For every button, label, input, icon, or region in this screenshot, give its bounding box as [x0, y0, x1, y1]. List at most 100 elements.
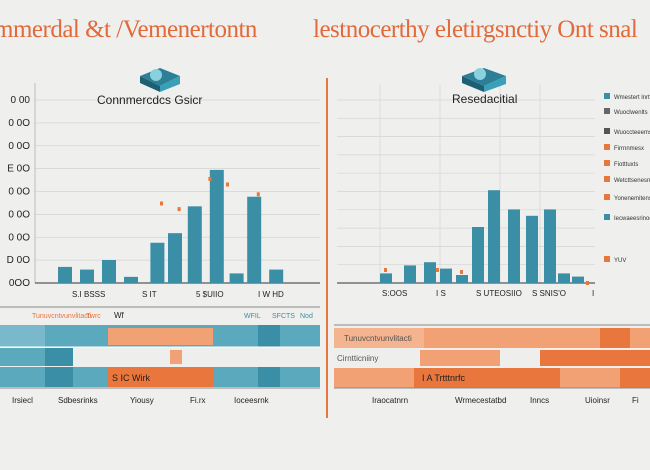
- legend-label: Wuoccteeemsts: [614, 130, 650, 136]
- left-footer-4: Ioceesrnk: [234, 396, 270, 405]
- right-bar-marker: [436, 268, 439, 272]
- legend-swatch: [604, 108, 610, 114]
- left-y-tick-label: 0 0O: [8, 141, 30, 152]
- left-bar: [229, 273, 244, 283]
- right-x-tick-label: S:OOS: [382, 289, 407, 298]
- legend-label: Wmestert lnrttt: [614, 95, 650, 101]
- right-x-tick-label: I S: [436, 289, 446, 298]
- left-bar: [269, 269, 284, 283]
- left-bar: [168, 233, 182, 283]
- left-table-header-1: Twrc: [86, 313, 101, 320]
- right-footer-0: Iraocatnrn: [372, 396, 408, 405]
- legend-label: Firrnnmesx: [614, 146, 644, 152]
- right-bar-marker: [460, 270, 463, 274]
- left-x-tick-label: I W HD: [258, 290, 284, 299]
- commercial-building-icon: [140, 68, 180, 92]
- right-bar: [508, 209, 520, 283]
- left-bar-marker: [226, 182, 229, 187]
- left-y-tick-label: E 0O: [7, 164, 30, 175]
- left-bars: [58, 169, 284, 283]
- legend-label: Iecwaeesrinoets: [614, 216, 650, 222]
- right-bar: [456, 275, 468, 283]
- left-bar: [102, 260, 116, 283]
- right-bar: [404, 265, 416, 283]
- left-footer-3: Fi.rx: [190, 396, 206, 405]
- legend-swatch: [604, 144, 610, 150]
- page-title: mmerdal &t /Vemenertontn lestnocerthy el…: [0, 16, 650, 46]
- right-bar: [572, 276, 584, 283]
- right-bar: [558, 273, 570, 283]
- left-y-tick-label: 0 0O: [8, 232, 30, 243]
- left-table-header-4: SFCTS: [272, 313, 295, 320]
- right-footer-4: Fi: [632, 396, 639, 405]
- page-title-right: lestnocerthy eletirgsnctiy Ont snal: [313, 16, 638, 43]
- left-table-header-2: Wf: [114, 311, 125, 320]
- left-bar-marker: [177, 207, 181, 212]
- left-y-tick-label: D 0O: [7, 255, 31, 266]
- left-y-tick-label: 0OO: [9, 278, 30, 289]
- left-footer-2: Yiousy: [130, 396, 154, 405]
- right-footer-3: Uioinsr: [585, 396, 610, 405]
- right-bar: [472, 227, 484, 283]
- left-bar: [187, 206, 202, 283]
- left-table-header-0: Tunuvcntvunvlitacti: [32, 313, 92, 320]
- right-x-tick-label: S SNIS'O: [532, 289, 566, 298]
- left-x-tick-label: 5 $UIIO: [196, 290, 224, 299]
- left-chart-title: Connmercdcs Gsicr: [97, 93, 202, 107]
- right-legend: Wmestert lnrttt Wuoclwenlts Wuoccteeemsts F…: [604, 93, 650, 264]
- right-table: Tunuvcntvunvlitacti Cirntticniiny I A Tr…: [334, 324, 650, 405]
- legend-swatch: [604, 160, 610, 166]
- right-bar: [544, 209, 556, 283]
- legend-swatch: [604, 256, 610, 262]
- left-bar: [58, 266, 72, 283]
- left-row-3-highlight: [108, 367, 213, 387]
- legend-swatch: [604, 194, 610, 200]
- right-x-ticks: S:OOS I S S UTEOSIIO S SNIS'O I: [382, 289, 594, 298]
- left-bar-marker: [160, 201, 163, 206]
- left-footer-1: Sdbesrinks: [58, 396, 98, 405]
- left-x-tick-label: S.I BSSS: [72, 290, 105, 299]
- right-bar: [424, 262, 436, 283]
- left-y-ticks: 0 00 0 0O 0 0O E 0O 0 0O 0 0O 0 0O D 0O 0OO: [7, 95, 31, 289]
- left-table-header-3: WFIL: [244, 313, 261, 320]
- left-table-header-5: Nod: [300, 313, 313, 320]
- left-footer-0: Irsiecl: [12, 396, 33, 405]
- left-y-tick-label: 0 0O: [8, 209, 30, 220]
- right-bars: [380, 190, 589, 285]
- right-bar-marker: [586, 281, 589, 285]
- left-row-3-label: S IC Wirk: [112, 373, 150, 383]
- legend-swatch: [604, 128, 610, 134]
- left-bar: [80, 269, 94, 283]
- right-row-1-label: Tunuvcntvunvlitacti: [344, 334, 412, 343]
- left-bar: [124, 276, 138, 283]
- legend-label: Yonenemitenst: [614, 196, 650, 202]
- right-bar: [380, 273, 392, 283]
- legend-swatch: [604, 93, 610, 99]
- left-x-ticks: S.I BSSS S IT 5 $UIIO I W HD: [72, 290, 284, 299]
- left-bar-marker: [256, 192, 260, 197]
- right-bar-marker: [384, 268, 387, 272]
- left-bar-marker: [208, 176, 212, 181]
- right-x-tick-label: I: [592, 289, 594, 298]
- left-x-tick-label: S IT: [142, 290, 157, 299]
- left-y-tick-label: 0 0O: [8, 187, 30, 198]
- right-row-3-label: I A Trtttnrfc: [422, 373, 466, 383]
- page-title-left: mmerdal &t /Vemenertontn: [0, 16, 257, 43]
- left-y-tick-label: 0 00: [11, 95, 31, 106]
- right-chart-grid: [337, 84, 595, 283]
- right-x-tick-label: S UTEOSIIO: [476, 289, 522, 298]
- legend-label: Fiotttuxts: [614, 162, 638, 168]
- left-bar: [150, 242, 165, 283]
- right-row-2-label: Cirntticniiny: [337, 354, 378, 363]
- left-bar: [209, 169, 224, 283]
- residential-building-icon: [462, 68, 506, 92]
- left-row-1-highlight: [108, 328, 213, 345]
- right-bar: [440, 268, 452, 283]
- right-bar: [526, 215, 538, 283]
- right-bar: [488, 190, 500, 283]
- left-table: Tunuvcntvunvlitacti Twrc Wf WFIL SFCTS N…: [0, 306, 320, 405]
- legend-label: Wetcttsenesnt: [614, 178, 650, 184]
- legend-swatch: [604, 176, 610, 182]
- left-y-tick-label: 0 0O: [8, 118, 30, 129]
